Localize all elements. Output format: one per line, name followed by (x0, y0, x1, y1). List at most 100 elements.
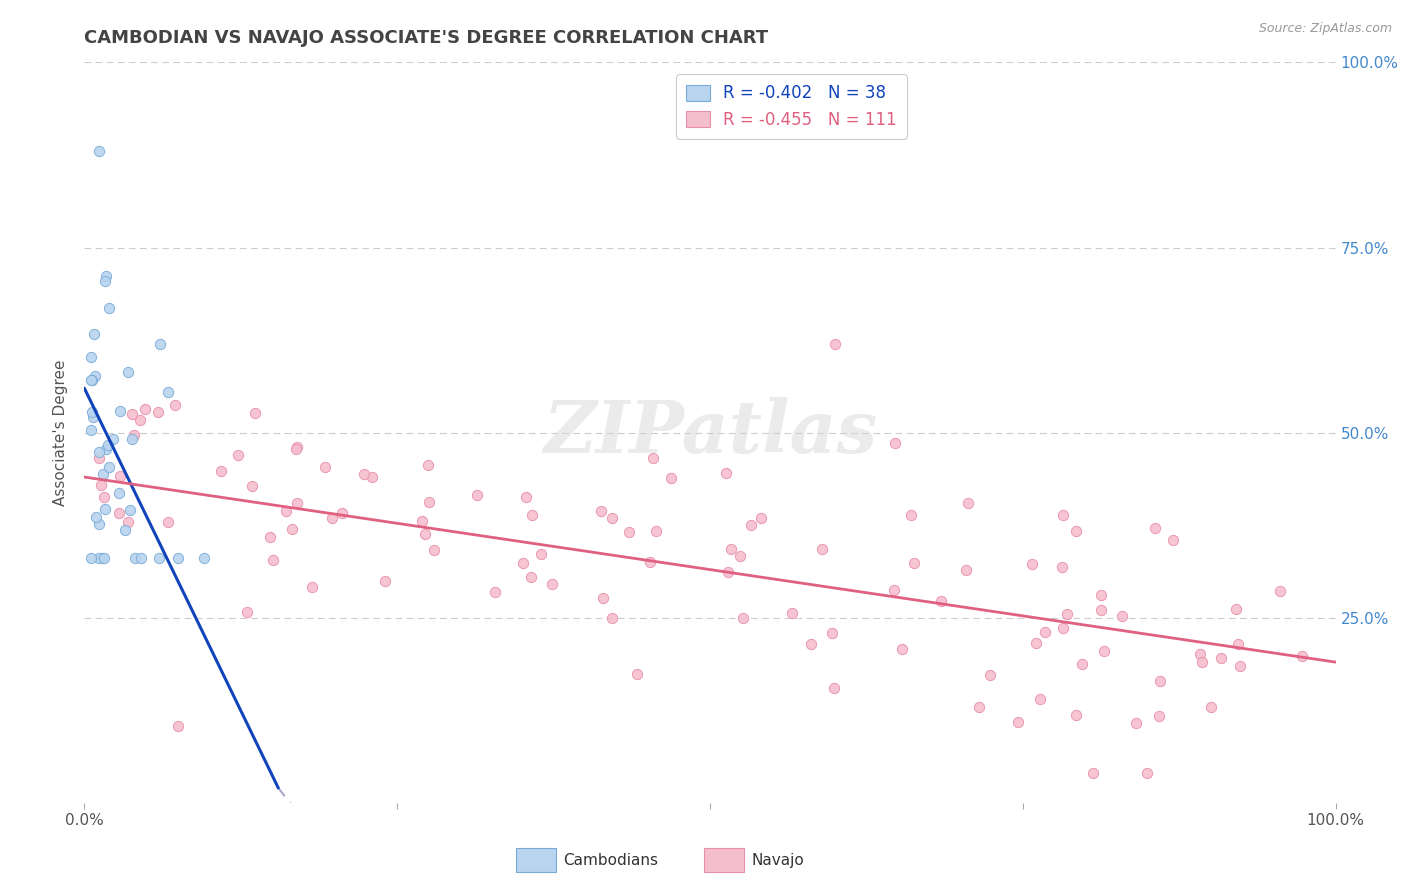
Point (1229, 659, 1251, 673)
Point (1007, 714, 1029, 729)
Point (108, 469, 131, 483)
Point (148, 405, 170, 419)
Point (360, 470, 382, 484)
Point (96, 437, 118, 451)
Point (108, 404, 131, 418)
Point (165, 398, 187, 412)
Point (114, 524, 136, 538)
Point (811, 542, 834, 557)
Point (1029, 692, 1052, 706)
Point (84, 510, 107, 524)
Point (90, 478, 112, 492)
Point (1144, 521, 1167, 535)
Point (89, 551, 111, 566)
Point (79, 551, 101, 566)
Point (148, 551, 170, 566)
Point (619, 525, 641, 540)
Point (1071, 657, 1094, 671)
Point (1125, 716, 1147, 731)
Point (166, 719, 188, 733)
Point (98, 460, 121, 475)
FancyBboxPatch shape (704, 848, 744, 871)
Point (484, 585, 506, 599)
Point (903, 556, 925, 570)
Point (330, 506, 353, 520)
Point (800, 637, 823, 651)
Text: CAMBODIAN VS NAVAJO ASSOCIATE'S DEGREE CORRELATION CHART: CAMBODIAN VS NAVAJO ASSOCIATE'S DEGREE C… (84, 29, 769, 47)
Point (157, 516, 180, 530)
Point (321, 511, 343, 525)
Point (1092, 644, 1115, 658)
Point (262, 553, 284, 567)
Point (93, 551, 115, 566)
Point (626, 666, 648, 681)
Point (821, 626, 844, 640)
Point (97, 301, 120, 316)
Point (93, 491, 115, 505)
Point (749, 511, 772, 525)
Point (520, 508, 543, 523)
Point (967, 699, 990, 714)
Point (1052, 508, 1074, 522)
Point (929, 594, 952, 608)
Y-axis label: Associate's Degree: Associate's Degree (53, 359, 69, 506)
Point (117, 365, 139, 379)
Point (418, 495, 440, 509)
Point (641, 450, 664, 465)
Text: Navajo: Navajo (751, 853, 804, 868)
Point (1064, 524, 1087, 539)
Point (638, 555, 661, 569)
FancyBboxPatch shape (516, 848, 557, 871)
Text: Cambodians: Cambodians (564, 853, 658, 868)
Point (1191, 655, 1213, 669)
Point (592, 591, 614, 606)
Point (374, 574, 396, 589)
Point (243, 406, 266, 420)
Point (91, 551, 114, 566)
Point (979, 668, 1001, 682)
Point (301, 580, 323, 594)
Point (284, 442, 307, 457)
Point (955, 563, 977, 577)
Point (287, 440, 309, 454)
Point (520, 569, 543, 583)
Point (82, 409, 104, 424)
Point (1270, 583, 1292, 598)
Point (121, 407, 143, 421)
Point (108, 506, 131, 520)
Point (659, 471, 682, 485)
Point (644, 524, 666, 538)
Point (240, 479, 263, 493)
Point (717, 565, 740, 579)
Point (1149, 673, 1171, 688)
Point (1090, 588, 1112, 602)
Point (720, 541, 742, 556)
Point (957, 496, 980, 510)
Point (93, 502, 115, 516)
Point (740, 518, 762, 533)
Point (1227, 637, 1250, 651)
Point (1147, 709, 1170, 723)
Point (1161, 533, 1184, 548)
Point (883, 435, 905, 450)
Point (83, 326, 105, 341)
Point (1291, 648, 1313, 663)
Point (148, 337, 170, 351)
Point (1081, 766, 1104, 780)
Point (530, 547, 553, 561)
Point (1090, 603, 1112, 617)
Point (823, 681, 845, 695)
Point (274, 503, 297, 517)
Point (94, 442, 117, 456)
Point (1052, 621, 1074, 635)
Point (129, 413, 152, 427)
Point (89, 145, 111, 159)
Point (411, 515, 433, 529)
Point (259, 530, 281, 544)
Point (602, 611, 624, 625)
Point (79, 424, 101, 438)
Point (89, 451, 111, 466)
Point (79, 350, 101, 364)
Point (314, 460, 336, 475)
Point (1211, 651, 1233, 665)
